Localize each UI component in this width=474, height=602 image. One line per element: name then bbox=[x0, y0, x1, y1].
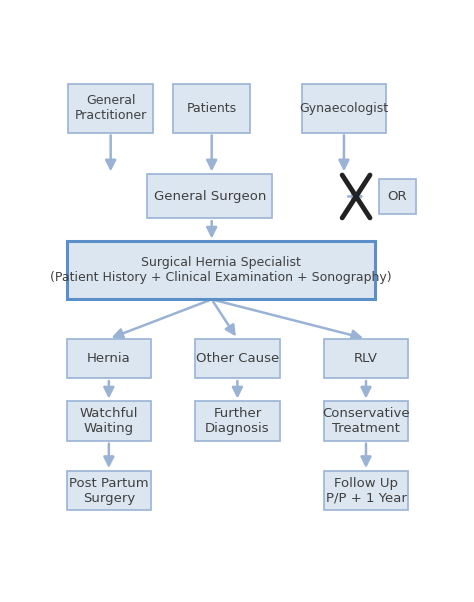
FancyBboxPatch shape bbox=[301, 84, 386, 132]
FancyBboxPatch shape bbox=[147, 174, 272, 219]
Text: Conservative
Treatment: Conservative Treatment bbox=[322, 407, 410, 435]
FancyBboxPatch shape bbox=[66, 241, 375, 299]
FancyBboxPatch shape bbox=[324, 471, 408, 510]
Text: Patients: Patients bbox=[187, 102, 237, 114]
FancyBboxPatch shape bbox=[324, 402, 408, 441]
FancyBboxPatch shape bbox=[379, 179, 416, 214]
Text: Follow Up
P/P + 1 Year: Follow Up P/P + 1 Year bbox=[326, 477, 406, 504]
Text: Further
Diagnosis: Further Diagnosis bbox=[205, 407, 270, 435]
FancyBboxPatch shape bbox=[68, 84, 153, 132]
Text: RLV: RLV bbox=[354, 352, 378, 365]
FancyBboxPatch shape bbox=[66, 339, 151, 378]
Text: Surgical Hernia Specialist
(Patient History + Clinical Examination + Sonography): Surgical Hernia Specialist (Patient Hist… bbox=[50, 256, 392, 284]
FancyBboxPatch shape bbox=[195, 339, 280, 378]
Text: Hernia: Hernia bbox=[87, 352, 131, 365]
Text: General
Practitioner: General Practitioner bbox=[74, 94, 147, 122]
Text: General Surgeon: General Surgeon bbox=[154, 190, 266, 203]
Text: Other Cause: Other Cause bbox=[196, 352, 279, 365]
Text: Watchful
Waiting: Watchful Waiting bbox=[80, 407, 138, 435]
Text: Gynaecologist: Gynaecologist bbox=[300, 102, 389, 114]
FancyBboxPatch shape bbox=[324, 339, 408, 378]
Text: Post Partum
Surgery: Post Partum Surgery bbox=[69, 477, 149, 504]
Text: OR: OR bbox=[387, 190, 407, 203]
FancyBboxPatch shape bbox=[66, 402, 151, 441]
FancyBboxPatch shape bbox=[66, 471, 151, 510]
FancyBboxPatch shape bbox=[195, 402, 280, 441]
FancyBboxPatch shape bbox=[173, 84, 250, 132]
